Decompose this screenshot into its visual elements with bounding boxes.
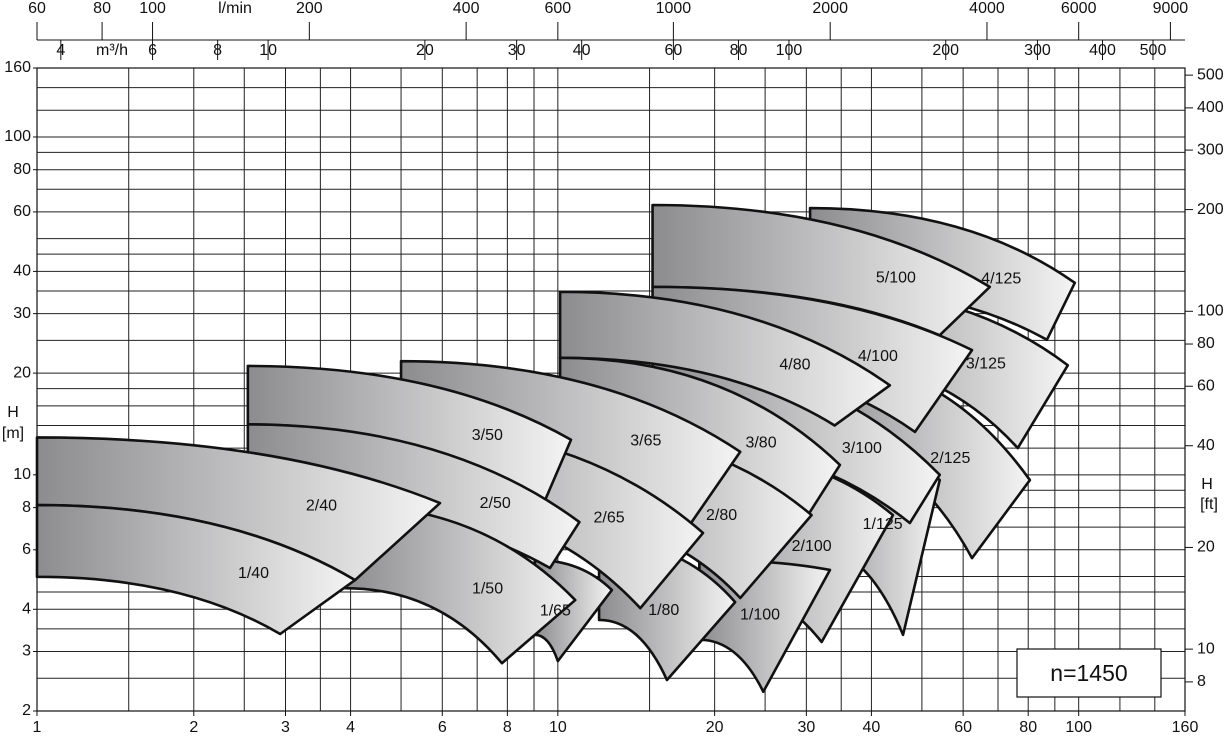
plot-frame <box>36 67 1186 712</box>
tile-label: 1/100 <box>740 607 780 624</box>
y2-tick-label: 300 <box>1197 141 1224 158</box>
y2-tick-label: 400 <box>1197 99 1224 116</box>
x3-tick-label: 100 <box>139 0 166 17</box>
x-tick-label: 30 <box>797 719 815 736</box>
y2-tick-label: 20 <box>1197 539 1215 556</box>
x-tick-label: 2 <box>189 719 198 736</box>
x2-axis-label: m³/h <box>96 42 128 59</box>
y-tick-label: 20 <box>13 364 31 381</box>
speed-label: n=1450 <box>1050 660 1127 686</box>
tile-label: 2/80 <box>706 507 737 524</box>
y-tick-label: 6 <box>22 541 31 558</box>
tile-label: 4/80 <box>779 356 810 373</box>
tile-label: 2/125 <box>930 450 970 467</box>
x3-tick-label: 400 <box>453 0 480 17</box>
x3-tick-label: 80 <box>93 0 111 17</box>
x-tick-label: 160 <box>1172 719 1199 736</box>
tile-label: 2/50 <box>480 495 511 512</box>
pump-tile <box>558 290 892 427</box>
x3-tick-label: 9000 <box>1153 0 1189 17</box>
tile-label: 5/100 <box>876 270 916 287</box>
tile-label: 3/50 <box>472 427 503 444</box>
y-tick-label: 100 <box>4 128 31 145</box>
y2-tick-label: 100 <box>1197 303 1224 320</box>
tile-label: 2/100 <box>792 538 832 555</box>
y-axis-label: H <box>7 404 19 421</box>
tile-label: 3/65 <box>630 433 661 450</box>
x-tick-label: 80 <box>1019 719 1037 736</box>
x3-axis-label: l/min <box>218 0 252 17</box>
x-tick-label: 10 <box>549 719 567 736</box>
y-tick-label: 3 <box>22 643 31 660</box>
y2-tick-label: 10 <box>1197 640 1215 657</box>
x-tick-label: 6 <box>438 719 447 736</box>
speed-box <box>1016 648 1162 698</box>
y2-axis-label: H <box>1201 476 1213 493</box>
tile-label: 4/100 <box>858 348 898 365</box>
y-tick-label: 40 <box>13 263 31 280</box>
x-tick-label: 40 <box>863 719 881 736</box>
x3-tick-label: 6000 <box>1061 0 1097 17</box>
y-tick-label: 60 <box>13 203 31 220</box>
tile-label: 1/50 <box>472 580 503 597</box>
y-tick-label: 4 <box>22 601 31 618</box>
tile-label: 2/65 <box>594 510 625 527</box>
y2-tick-label: 500 <box>1197 66 1224 83</box>
pump-tile <box>35 503 357 636</box>
x-tick-label: 20 <box>706 719 724 736</box>
tiles: 4/125 3/125 2/125 1/125 5/100 4/100 3/100 2/100… <box>35 203 1077 694</box>
x-tick-label: 3 <box>281 719 290 736</box>
tile-label: 1/125 <box>863 516 903 533</box>
x3-tick-label: 60 <box>28 0 46 17</box>
x3-tick-label: 600 <box>544 0 571 17</box>
x-tick-label: 8 <box>503 719 512 736</box>
tile-label: 1/40 <box>238 565 269 582</box>
x-tick-label: 100 <box>1065 719 1092 736</box>
y2-tick-label: 80 <box>1197 335 1215 352</box>
tile-label: 3/125 <box>966 356 1006 373</box>
tile-label: 1/65 <box>540 603 571 620</box>
y-tick-label: 160 <box>4 59 31 76</box>
y-tick-label: 2 <box>22 702 31 719</box>
tile-label: 3/80 <box>745 434 776 451</box>
y-axis-unit: [m] <box>2 425 24 442</box>
y2-tick-label: 40 <box>1197 437 1215 454</box>
tile-label: 2/40 <box>306 498 337 515</box>
y-tick-label: 10 <box>13 466 31 483</box>
x-tick-label: 60 <box>954 719 972 736</box>
tile-label: 4/125 <box>981 271 1021 288</box>
y-tick-label: 30 <box>13 305 31 322</box>
y2-tick-label: 8 <box>1197 673 1206 690</box>
y2-tick-label: 60 <box>1197 377 1215 394</box>
x3-tick-label: 1000 <box>656 0 692 17</box>
y-tick-label: 8 <box>22 499 31 516</box>
y2-tick-label: 200 <box>1197 201 1224 218</box>
x-tick-label: 1 <box>33 719 42 736</box>
tile-label: 1/80 <box>648 602 679 619</box>
y2-axis-unit: [ft] <box>1200 496 1218 513</box>
x3-tick-label: 200 <box>296 0 323 17</box>
x-tick-label: 4 <box>346 719 355 736</box>
y-tick-label: 80 <box>13 161 31 178</box>
tile-label: 3/100 <box>842 440 882 457</box>
x3-tick-label: 4000 <box>969 0 1005 17</box>
x3-tick-label: 2000 <box>812 0 848 17</box>
